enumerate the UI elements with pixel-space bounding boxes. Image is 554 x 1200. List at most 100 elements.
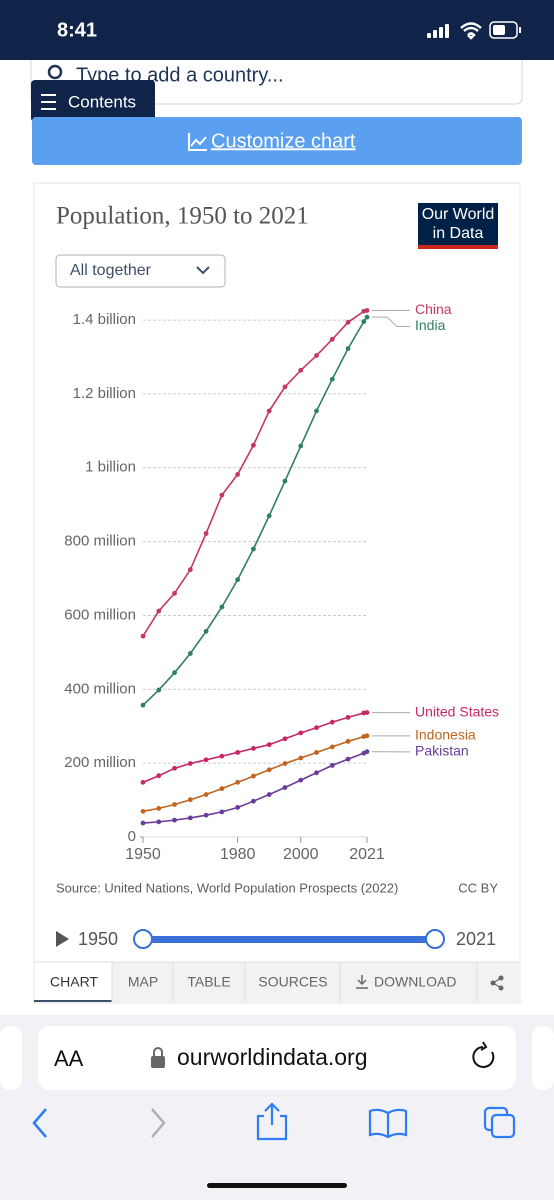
point xyxy=(282,478,288,484)
point xyxy=(266,408,272,414)
series-line xyxy=(142,750,368,824)
series-line xyxy=(142,711,368,784)
point xyxy=(314,725,319,731)
point xyxy=(140,808,146,814)
point xyxy=(345,756,351,762)
timeline-handle[interactable] xyxy=(133,929,153,949)
point xyxy=(329,336,335,342)
tab[interactable]: DOWNLOAD xyxy=(374,974,456,990)
point xyxy=(251,745,256,751)
battery-icon xyxy=(489,21,518,39)
point xyxy=(251,546,256,552)
chevron xyxy=(196,266,210,275)
point xyxy=(187,651,193,656)
point xyxy=(203,792,209,797)
point xyxy=(156,773,162,779)
point xyxy=(140,633,146,639)
point xyxy=(219,786,225,792)
url: ourworldindata.org xyxy=(177,1044,368,1070)
label-connector xyxy=(372,316,410,327)
point xyxy=(298,443,304,449)
point xyxy=(140,702,146,708)
logo[interactable] xyxy=(418,203,498,247)
text-size-button[interactable]: AA xyxy=(54,1046,84,1071)
point xyxy=(251,798,256,804)
point xyxy=(282,736,288,742)
customize-button[interactable] xyxy=(32,117,522,165)
point xyxy=(235,779,241,785)
point xyxy=(282,785,288,790)
tab-peek xyxy=(0,1026,22,1090)
y-tick-label: 0 xyxy=(128,828,136,845)
point xyxy=(345,346,351,351)
point xyxy=(298,367,304,373)
point xyxy=(282,384,288,390)
legend-label: Indonesia xyxy=(415,727,476,743)
source: Source: United Nations, World Population… xyxy=(56,880,398,895)
series-line xyxy=(142,309,368,637)
timeline-start: 1950 xyxy=(78,929,118,949)
point xyxy=(235,472,241,477)
share-tab[interactable] xyxy=(490,975,504,991)
point xyxy=(156,819,162,825)
search-icon xyxy=(47,64,63,80)
point xyxy=(235,805,241,810)
chart-card xyxy=(33,182,521,1004)
contents-button[interactable] xyxy=(31,80,155,122)
back-button[interactable] xyxy=(32,1108,47,1138)
point xyxy=(329,376,335,382)
point xyxy=(364,710,370,715)
license[interactable]: CC BY xyxy=(458,880,498,895)
point xyxy=(203,531,209,536)
tab[interactable]: TABLE xyxy=(187,974,230,990)
signal-icon xyxy=(427,24,449,38)
point xyxy=(235,750,241,755)
point xyxy=(314,408,319,414)
share-button[interactable] xyxy=(256,1102,288,1141)
bookmarks-button[interactable] xyxy=(368,1108,408,1139)
point xyxy=(314,750,319,755)
point xyxy=(219,492,225,498)
point xyxy=(203,757,209,763)
point xyxy=(361,319,367,324)
series-line xyxy=(142,735,368,813)
point xyxy=(140,820,146,826)
point xyxy=(156,608,162,614)
status-time: 8:41 xyxy=(57,19,97,41)
tab[interactable]: MAP xyxy=(128,974,158,990)
point xyxy=(364,308,370,313)
menu-icon xyxy=(41,94,56,110)
tab-peek xyxy=(532,1026,554,1090)
address-bar[interactable] xyxy=(38,1026,516,1090)
point xyxy=(364,733,370,739)
point xyxy=(187,815,193,821)
timeline-end: 2021 xyxy=(456,929,496,949)
logo-bar xyxy=(418,245,498,249)
x-tick-label: 1950 xyxy=(125,846,161,863)
plot: 0 200 million 400 million 600 million 800 mi… xyxy=(64,301,499,863)
point xyxy=(266,792,272,797)
y-tick-label: 600 million xyxy=(64,606,136,623)
customize-label: Customize chart xyxy=(211,130,356,152)
point xyxy=(251,442,256,448)
point xyxy=(172,802,177,807)
selector[interactable] xyxy=(55,254,226,288)
point xyxy=(172,670,177,676)
timeline-handle[interactable] xyxy=(425,929,445,949)
download-icon xyxy=(356,975,368,989)
point xyxy=(282,761,288,766)
point xyxy=(266,742,272,748)
point xyxy=(345,738,351,744)
x-tick-label: 2000 xyxy=(283,846,319,863)
legend-label: India xyxy=(415,317,446,333)
point xyxy=(156,805,162,811)
reload-button[interactable] xyxy=(472,1041,495,1068)
logo-line: in Data xyxy=(433,225,484,242)
point xyxy=(187,761,193,766)
tab[interactable]: SOURCES xyxy=(258,974,327,990)
battery-tip xyxy=(519,27,521,33)
y-tick-label: 1.4 billion xyxy=(73,311,136,328)
point xyxy=(172,765,177,771)
play-button[interactable] xyxy=(56,931,69,947)
tab[interactable]: CHART xyxy=(50,974,98,990)
